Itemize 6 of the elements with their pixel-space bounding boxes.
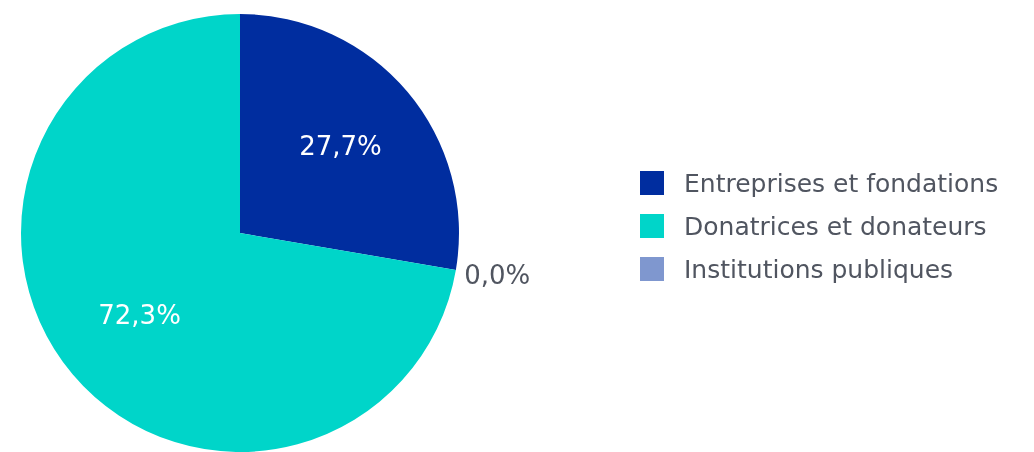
legend-label: Entreprises et fondations (684, 168, 999, 198)
data-label: 72,3% (98, 300, 181, 331)
legend-label: Donatrices et donateurs (684, 211, 987, 241)
text: 0,0% (464, 259, 531, 290)
legend-label: Institutions publiques (684, 254, 954, 284)
data-label: 27,7% (299, 131, 382, 162)
